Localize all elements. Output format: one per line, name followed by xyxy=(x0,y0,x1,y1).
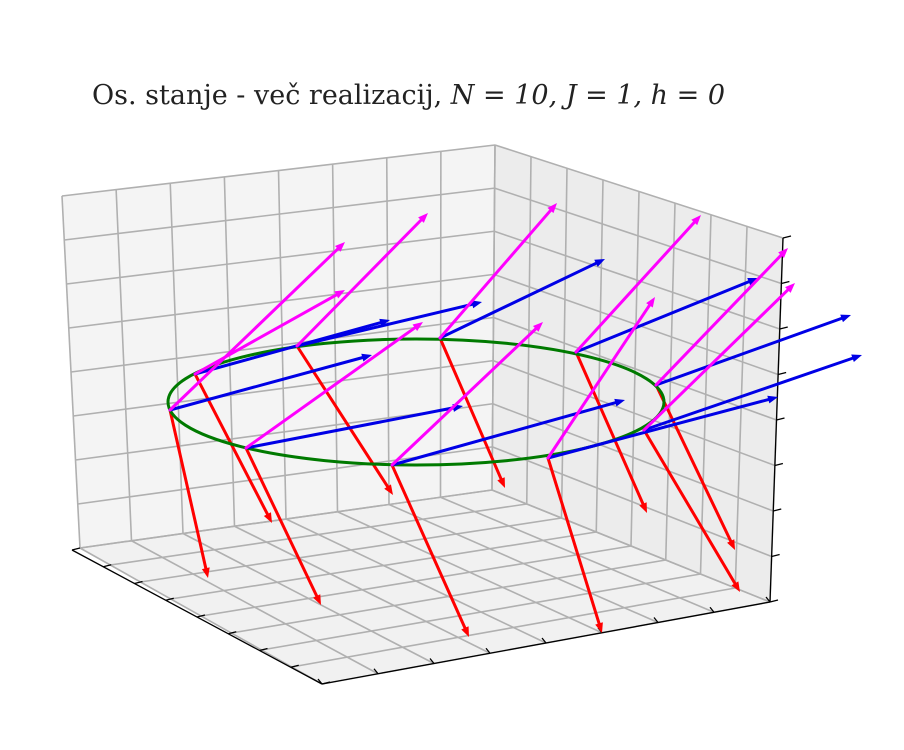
spin-arrow xyxy=(642,283,795,432)
axis-tick xyxy=(71,547,81,551)
grid-lines xyxy=(61,144,784,685)
axis-tick xyxy=(781,280,790,285)
axis-tick xyxy=(103,564,112,568)
axis-tick xyxy=(317,678,323,685)
spin-arrow xyxy=(642,428,740,592)
axis-tick xyxy=(774,462,784,467)
spin-arrow xyxy=(295,300,482,348)
grid-line xyxy=(664,203,676,561)
axis-tick xyxy=(429,658,435,664)
spin-arrow xyxy=(654,383,735,550)
axis-tick xyxy=(779,326,788,330)
chart-title: Os. stanje - več realizacij, N = 10, J =… xyxy=(92,80,725,111)
grid-line xyxy=(291,587,736,668)
axis-tick xyxy=(373,668,379,675)
grid-line xyxy=(261,573,701,651)
spin-arrow xyxy=(438,203,557,340)
axis-tick xyxy=(541,637,547,644)
grid-line xyxy=(560,168,568,519)
grid-line xyxy=(61,144,496,197)
spin-arrow xyxy=(390,322,543,467)
spin-arrow xyxy=(546,297,655,460)
grid-line xyxy=(140,517,562,583)
grid-line xyxy=(525,156,532,505)
spin-arrow xyxy=(168,408,210,578)
grid-line xyxy=(699,214,712,575)
spin-arrow xyxy=(574,215,701,354)
grid-line xyxy=(630,191,640,547)
spin-arrow xyxy=(295,213,428,348)
axis-tick xyxy=(773,508,782,512)
grid-line xyxy=(110,503,527,566)
spin-arrow xyxy=(390,463,469,637)
axis-tick xyxy=(485,647,491,654)
axis-tick xyxy=(709,606,715,613)
grid-line xyxy=(491,144,496,491)
axis-tick xyxy=(134,580,143,585)
axis-tick xyxy=(196,614,206,618)
spin-arrow xyxy=(244,446,321,605)
axis-tick xyxy=(165,597,174,601)
spin-chain-ring xyxy=(166,337,666,467)
grid-line xyxy=(200,545,632,617)
spin-arrow xyxy=(193,290,345,376)
grid-line xyxy=(231,559,666,634)
grid-line xyxy=(170,531,597,600)
grid-line xyxy=(66,230,495,285)
axis-tick xyxy=(259,647,268,652)
spin-arrow xyxy=(574,350,647,513)
axis-tick xyxy=(290,664,299,668)
axis-tick xyxy=(653,617,659,623)
axis-tick xyxy=(771,553,780,558)
grid-line xyxy=(64,187,495,241)
axis-ticks xyxy=(71,235,792,685)
grid-line xyxy=(70,316,494,373)
spin-arrow xyxy=(168,353,372,412)
grid-line xyxy=(73,359,494,417)
spin-arrow xyxy=(438,259,605,340)
axis-tick xyxy=(228,631,237,635)
spin-arrow xyxy=(546,395,778,460)
axis-tick xyxy=(776,417,785,421)
axis-tick xyxy=(782,235,792,239)
title-math: N = 10, J = 1, h = 0 xyxy=(450,80,726,111)
axis-tick xyxy=(777,371,787,376)
spin-arrow xyxy=(654,248,788,387)
axis-tick xyxy=(321,681,331,685)
axis-tick xyxy=(765,596,771,603)
spin-arrow xyxy=(654,314,851,387)
spin-arrow xyxy=(642,354,862,432)
axis-tick xyxy=(769,599,779,603)
spin-arrow xyxy=(244,322,423,450)
arrows-blue-magenta xyxy=(168,203,862,467)
spin-arrow xyxy=(438,336,505,488)
grid-line xyxy=(595,179,604,533)
title-prefix: Os. stanje - več realizacij, xyxy=(92,80,451,111)
spin-arrow xyxy=(168,242,345,412)
grid-line xyxy=(79,489,493,549)
spin-arrow xyxy=(546,456,603,633)
